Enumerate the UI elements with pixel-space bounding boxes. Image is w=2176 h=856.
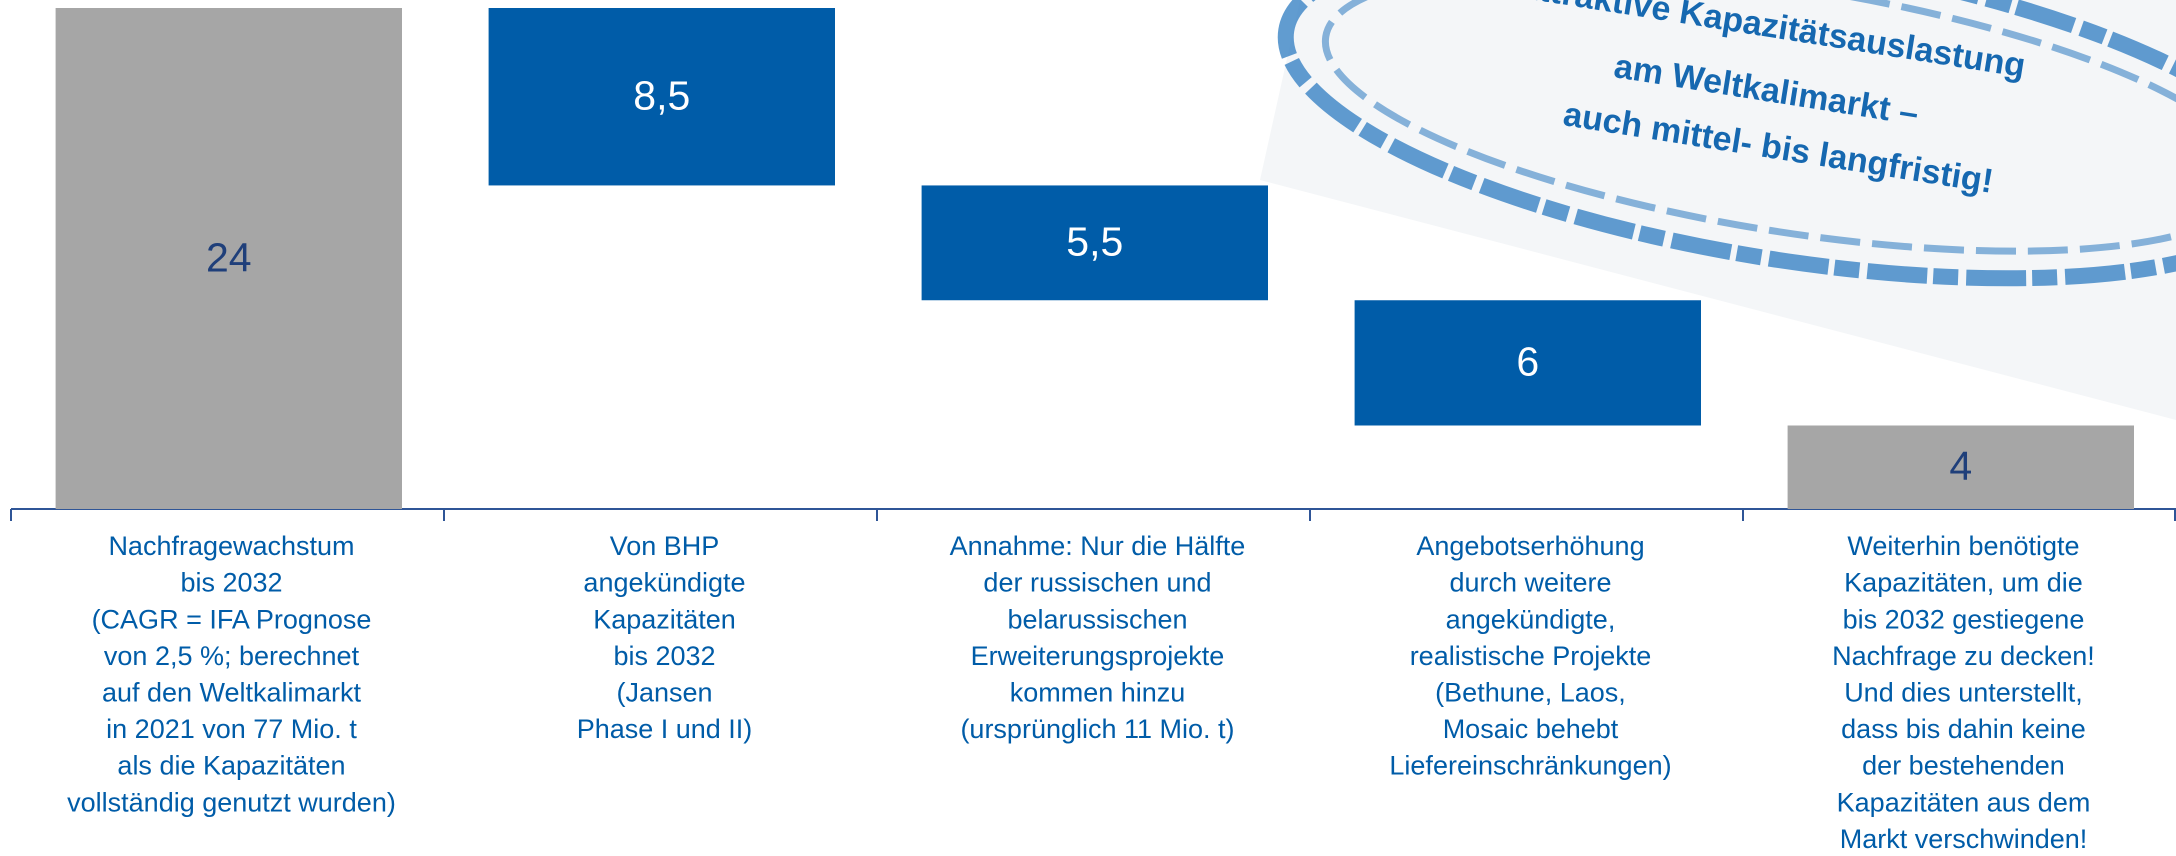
category-label: Phase I und II) — [577, 714, 753, 744]
category-label: in 2021 von 77 Mio. t — [106, 714, 357, 744]
category-label: (CAGR = IFA Prognose — [92, 604, 372, 634]
category-label: der bestehenden — [1862, 751, 2065, 781]
category-label: dass bis dahin keine — [1841, 714, 2086, 744]
value-label: 8,5 — [633, 73, 690, 119]
value-label: 5,5 — [1066, 219, 1123, 265]
category-label: Nachfragewachstum — [108, 531, 354, 561]
category-label: auf den Weltkalimarkt — [102, 678, 362, 708]
category-label: belarussischen — [1007, 604, 1187, 634]
category-label: Von BHP — [610, 531, 720, 561]
category-label: durch weitere — [1449, 568, 1611, 598]
category-label: bis 2032 gestiegene — [1843, 604, 2085, 634]
category-label: Kapazitäten, um die — [1844, 568, 2083, 598]
category-label: realistische Projekte — [1410, 641, 1652, 671]
category-label: angekündigte — [583, 568, 745, 598]
category-label: Annahme: Nur die Hälfte — [950, 531, 1246, 561]
category-label: Weiterhin benötigte — [1847, 531, 2079, 561]
chart: 24 Nachfragewachstum bis 2032 (CAGR = IFA P… — [0, 0, 2176, 856]
category-label: Kapazitäten — [593, 604, 736, 634]
value-label: 4 — [1949, 443, 1972, 489]
category-label: Erweiterungsprojekte — [971, 641, 1225, 671]
category-label: kommen hinzu — [1010, 678, 1186, 708]
value-label: 6 — [1516, 339, 1539, 385]
category-label: (Jansen — [616, 678, 712, 708]
category-label: Mosaic behebt — [1443, 714, 1619, 744]
category-label: bis 2032 — [613, 641, 715, 671]
category-label: als die Kapazitäten — [117, 751, 345, 781]
category-label: Nachfrage zu decken! — [1832, 641, 2095, 671]
category-label: bis 2032 — [180, 568, 282, 598]
category-label: Liefereinschränkungen) — [1389, 751, 1671, 781]
category-label: Kapazitäten aus dem — [1837, 787, 2091, 817]
value-label: 24 — [206, 234, 252, 280]
category-label: (ursprünglich 11 Mio. t) — [960, 714, 1234, 744]
category-label: (Bethune, Laos, — [1435, 678, 1626, 708]
category-label: angekündigte, — [1446, 604, 1616, 634]
category-label: der russischen und — [983, 568, 1211, 598]
category-label: Angebotserhöhung — [1416, 531, 1644, 561]
category-label: von 2,5 %; berechnet — [104, 641, 360, 671]
category-label: vollständig genutzt wurden) — [67, 787, 396, 817]
category-label: Markt verschwinden! — [1840, 824, 2088, 854]
category-label: Und dies unterstellt, — [1844, 678, 2083, 708]
